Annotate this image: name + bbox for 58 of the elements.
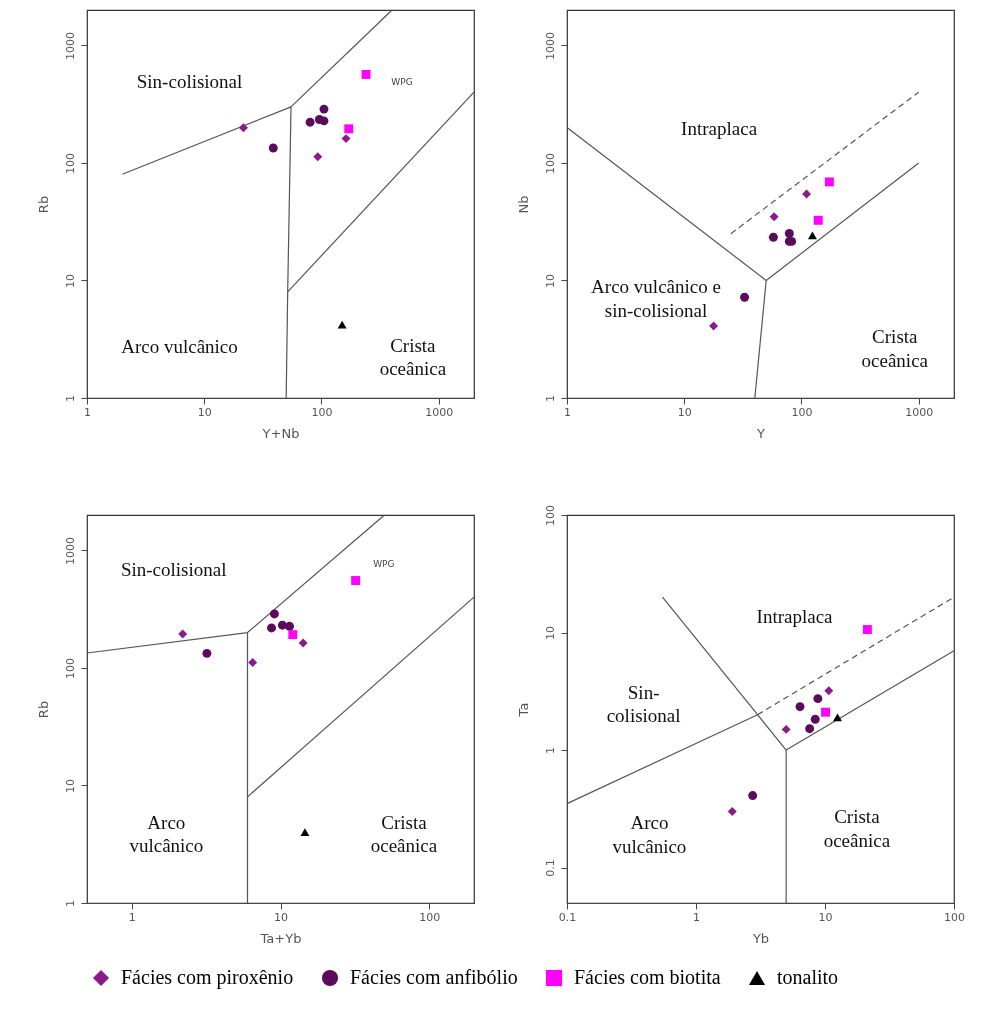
annotation: Arco vulcânico bbox=[612, 812, 687, 858]
y-axis-title: Rb bbox=[35, 700, 51, 719]
annotation: Intraplaca bbox=[681, 118, 758, 140]
y-tick-label: 1 bbox=[63, 395, 77, 402]
annotation: Arco vulcânico e sin-colisional bbox=[591, 276, 721, 322]
x-tick-label: 100 bbox=[311, 405, 333, 419]
y-tick-label: 1000 bbox=[543, 31, 557, 60]
annotation: Crista oceânica bbox=[823, 805, 891, 851]
legend-label: Fácies com anfibólio bbox=[350, 966, 518, 988]
x-tick-label: 1000 bbox=[425, 405, 454, 419]
y-tick-label: 1000 bbox=[63, 31, 77, 60]
annotation: Crista oceânica bbox=[370, 811, 438, 857]
y-tick-label: 1000 bbox=[63, 536, 77, 565]
x-tick-label: 10 bbox=[274, 910, 288, 924]
y-tick-label: 1 bbox=[543, 747, 557, 755]
y-tick-label: 10 bbox=[63, 778, 77, 793]
y-tick-label: 100 bbox=[543, 505, 557, 526]
annotation: Intraplaca bbox=[756, 605, 834, 627]
y-tick-label: 1 bbox=[63, 900, 77, 907]
x-tick-label: 1 bbox=[128, 910, 136, 924]
y-axis-title: Nb bbox=[515, 195, 531, 214]
legend-label: Fácies com piroxênio bbox=[121, 966, 294, 989]
x-tick-label: 10 bbox=[677, 405, 692, 419]
y-tick-label: 100 bbox=[63, 657, 77, 679]
x-tick-label: 1 bbox=[564, 405, 571, 419]
y-tick-label: 100 bbox=[63, 152, 77, 174]
annotation: Sin-colisional bbox=[120, 559, 227, 581]
x-tick-label: 100 bbox=[944, 910, 965, 924]
x-tick-label: 1 bbox=[693, 910, 700, 924]
y-axis-title: Ta bbox=[515, 702, 531, 718]
x-tick-label: 100 bbox=[791, 405, 813, 419]
y-axis-title: Rb bbox=[35, 195, 51, 214]
x-axis-title: Y bbox=[756, 425, 766, 441]
y-tick-label: 10 bbox=[543, 626, 557, 641]
annotation: Sin- colisional bbox=[606, 681, 681, 727]
x-axis-title: Y+Nb bbox=[261, 425, 300, 441]
annotation: Crista oceânica bbox=[861, 326, 929, 372]
annotation: WPG bbox=[373, 558, 395, 569]
x-tick-label: 100 bbox=[419, 910, 441, 924]
legend-label: tonalito bbox=[777, 966, 839, 988]
annotation: Crista oceânica bbox=[379, 334, 447, 380]
annotation: Arco vulcânico bbox=[121, 336, 238, 358]
y-tick-label: 100 bbox=[543, 152, 557, 174]
x-axis-title: Ta+Yb bbox=[259, 930, 302, 946]
annotation: WPG bbox=[391, 76, 413, 87]
y-tick-label: 0.1 bbox=[543, 859, 557, 877]
y-tick-label: 10 bbox=[63, 273, 77, 288]
y-tick-label: 10 bbox=[543, 273, 557, 288]
x-tick-label: 10 bbox=[197, 405, 212, 419]
y-tick-label: 1 bbox=[543, 395, 557, 402]
x-tick-label: 1000 bbox=[905, 405, 934, 419]
x-tick-label: 10 bbox=[818, 910, 833, 924]
x-tick-label: 1 bbox=[84, 405, 91, 419]
x-axis-title: Yb bbox=[751, 930, 770, 946]
x-tick-label: 0.1 bbox=[558, 910, 577, 924]
annotation: Arco vulcânico bbox=[129, 811, 204, 857]
annotation: Sin-colisional bbox=[136, 70, 243, 92]
legend-label: Fácies com biotita bbox=[574, 966, 721, 988]
